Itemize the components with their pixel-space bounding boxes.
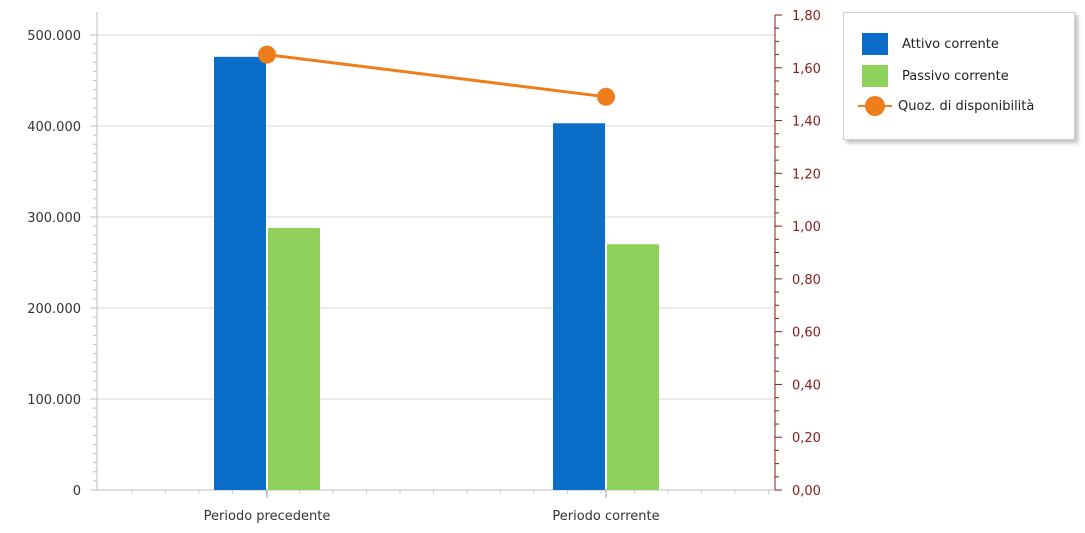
left-tick-label: 0	[73, 484, 81, 499]
quoziente-point	[258, 45, 276, 64]
bars	[214, 56, 659, 491]
right-tick-label: 0,40	[792, 378, 821, 393]
left-tick-label: 100.000	[27, 393, 81, 408]
axes	[90, 12, 782, 498]
bar-attivo	[553, 123, 605, 491]
legend-item-passivo[interactable]: Passivo corrente	[862, 65, 1009, 87]
legend-swatch-quoziente	[858, 95, 892, 117]
legend-label-passivo: Passivo corrente	[902, 68, 1009, 84]
x-tick-label: Periodo corrente	[552, 509, 659, 524]
right-tick-label: 1,60	[792, 62, 821, 77]
right-tick-label: 0,80	[792, 273, 821, 288]
legend-item-attivo[interactable]: Attivo corrente	[862, 33, 999, 55]
left-tick-label: 400.000	[27, 120, 81, 135]
x-tick-label: Periodo precedente	[204, 509, 331, 524]
legend-item-quoziente[interactable]: Quoz. di disponibilità	[858, 95, 1034, 117]
right-tick-label: 0,00	[792, 484, 821, 499]
legend: Attivo corrente Passivo corrente Quoz. d…	[843, 12, 1075, 140]
right-tick-label: 0,60	[792, 326, 821, 341]
legend-label-attivo: Attivo corrente	[902, 36, 999, 52]
gridlines	[97, 34, 775, 400]
bar-passivo	[607, 244, 659, 490]
tick-labels: 0 100.000 200.000 300.000 400.000 500.000 0,00…	[27, 9, 821, 524]
left-tick-label: 300.000	[27, 211, 81, 226]
bar-passivo	[268, 227, 320, 491]
legend-label-quoziente: Quoz. di disponibilità	[898, 98, 1035, 114]
bar-attivo	[214, 56, 266, 491]
left-tick-label: 200.000	[27, 302, 81, 317]
right-tick-label: 1,00	[792, 220, 821, 235]
line-series	[258, 45, 615, 106]
right-tick-label: 1,20	[792, 167, 821, 182]
right-tick-label: 1,80	[792, 9, 821, 24]
right-tick-label: 0,20	[792, 431, 821, 446]
right-tick-label: 1,40	[792, 115, 821, 130]
left-tick-label: 500.000	[27, 29, 81, 44]
quoziente-line	[266, 53, 607, 99]
legend-swatch-attivo	[862, 33, 888, 55]
legend-swatch-passivo	[862, 65, 888, 87]
quoziente-point	[597, 87, 615, 106]
